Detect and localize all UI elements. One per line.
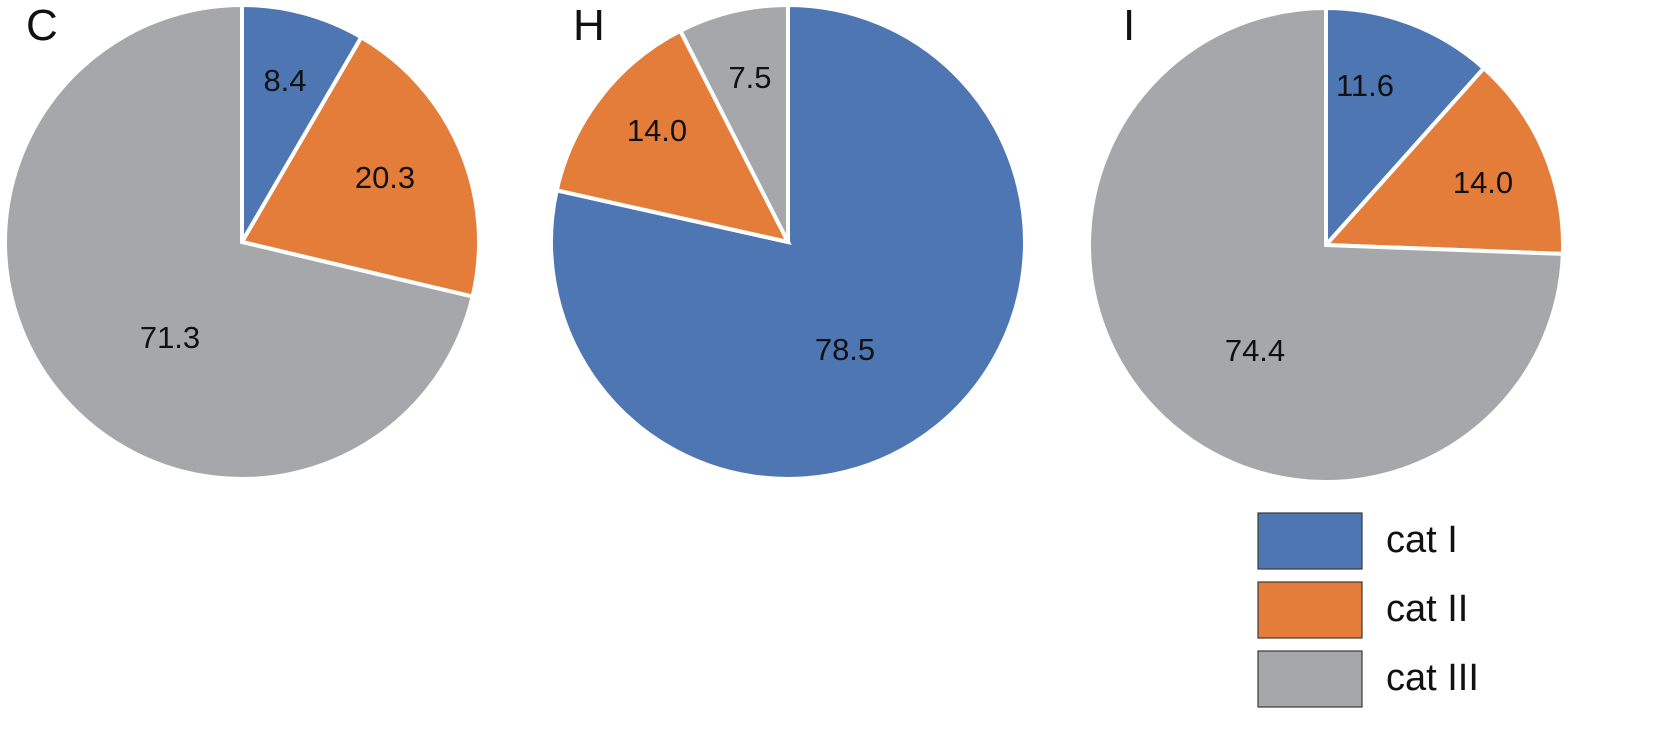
pie-slice-h-cat-i: [549, 2, 1027, 481]
data-label-h-cat-ii: 14.0: [627, 113, 687, 148]
legend-item-cat-ii: cat II: [1257, 581, 1468, 639]
data-label-c-cat-i: 8.4: [263, 63, 306, 98]
legend-label-cat-ii: cat II: [1386, 588, 1468, 630]
legend-item-cat-i: cat I: [1257, 512, 1458, 570]
panel-letter-h: H: [573, 1, 605, 50]
pie-slice-i-cat-ii: [1321, 65, 1565, 257]
data-label-c-cat-iii: 71.3: [140, 320, 200, 355]
panel-letter-i: I: [1123, 1, 1135, 50]
data-label-i-cat-iii: 74.4: [1225, 333, 1285, 368]
pie-slice-c-cat-iii: [2, 2, 476, 481]
legend-label-cat-iii: cat III: [1386, 657, 1479, 699]
data-label-h-cat-i: 78.5: [815, 332, 875, 367]
pie-slice-i-cat-iii: [1087, 5, 1565, 484]
pie-chart-i: 11.6 14.0 74.4 I: [1087, 1, 1565, 484]
legend-swatch-cat-ii: [1257, 581, 1363, 639]
panel-letter-c: C: [26, 1, 58, 50]
pie-slice-i-cat-i: [1324, 5, 1487, 251]
pie-chart-h: 78.5 14.0 7.5 H: [549, 1, 1027, 481]
legend-label-cat-i: cat I: [1386, 519, 1458, 561]
pie-slice-h-cat-iii: [677, 2, 790, 243]
legend-item-cat-iii: cat III: [1257, 650, 1479, 708]
pie-slice-c-cat-ii: [238, 34, 481, 300]
pie-charts: 8.4 20.3 71.3 C 78.5 14.0 7.5 H 11.6 14.0 74.4 I: [2, 1, 1565, 484]
data-label-i-cat-ii: 14.0: [1453, 165, 1513, 200]
pie-slice-h-cat-ii: [554, 28, 792, 245]
data-label-h-cat-iii: 7.5: [728, 60, 771, 95]
pie-chart-c: 8.4 20.3 71.3 C: [2, 1, 481, 481]
pie-slice-c-cat-i: [240, 2, 365, 250]
legend-swatch-cat-iii: [1257, 650, 1363, 708]
legend-swatch-cat-i: [1257, 512, 1363, 570]
legend: cat I cat II cat III: [1257, 512, 1479, 708]
data-label-c-cat-ii: 20.3: [355, 160, 415, 195]
data-label-i-cat-i: 11.6: [1336, 68, 1394, 103]
